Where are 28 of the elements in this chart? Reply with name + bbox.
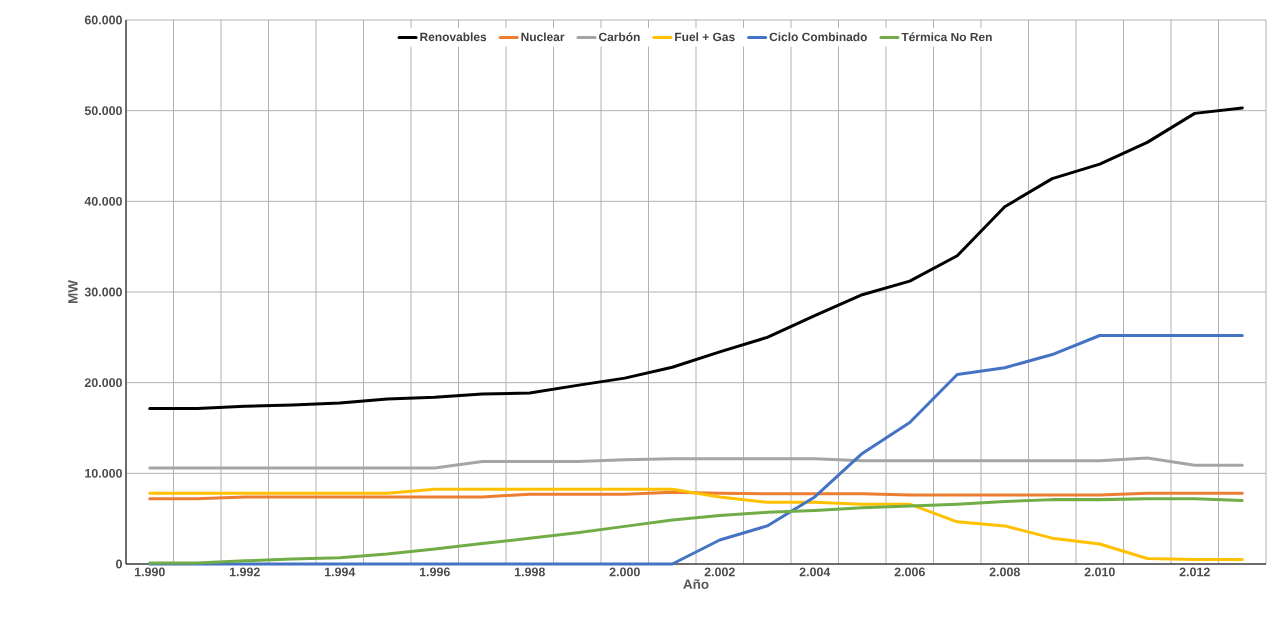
x-tick-label: 2.004 [799, 567, 831, 577]
legend-label: Nuclear [521, 32, 565, 42]
legend-label: Ciclo Combinado [769, 32, 867, 42]
x-tick-label: 1.990 [134, 567, 165, 577]
y-axis-title: MW [68, 280, 78, 304]
y-tick-label: 40.000 [84, 196, 122, 206]
x-tick-label: 2.012 [1179, 567, 1210, 577]
x-tick-label: 2.000 [609, 567, 640, 577]
line-series [148, 106, 1244, 410]
y-tick-label: 60.000 [84, 15, 122, 25]
y-tick-label: 50.000 [84, 106, 122, 116]
x-tick-label: 2.006 [894, 567, 925, 577]
y-tick-label: 0 [116, 559, 122, 569]
y-tick-label: 30.000 [84, 287, 122, 297]
x-tick-label: 1.992 [229, 567, 260, 577]
x-tick-label: 2.010 [1084, 567, 1115, 577]
x-tick-label: 1.998 [514, 567, 545, 577]
legend-label: Renovables [420, 32, 487, 42]
y-tick-label: 10.000 [85, 468, 122, 478]
y-tick-label: 20.000 [84, 378, 122, 388]
legend-label: Carbón [598, 32, 640, 42]
x-tick-label: 1.996 [419, 567, 450, 577]
x-tick-label: 2.008 [989, 567, 1020, 577]
x-tick-label: 2.002 [704, 567, 735, 577]
legend-label: Térmica No Ren [901, 32, 992, 42]
legend-label: Fuel + Gas [675, 32, 735, 42]
x-tick-label: 1.994 [324, 567, 356, 577]
x-axis-title: Año [683, 579, 709, 589]
